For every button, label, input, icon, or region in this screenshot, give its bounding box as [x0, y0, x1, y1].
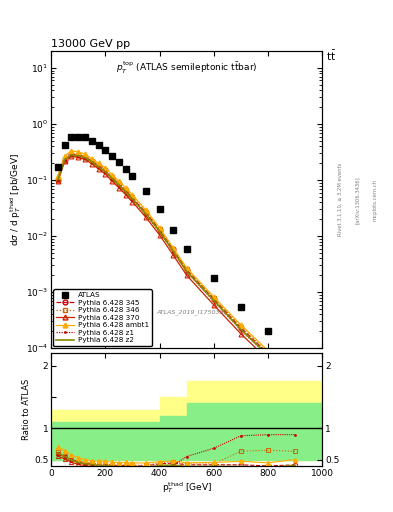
Y-axis label: d$\sigma$ / d p$_T^{\rm thad}$ [pb/GeV]: d$\sigma$ / d p$_T^{\rm thad}$ [pb/GeV]: [8, 153, 23, 246]
Text: Rivet 3.1.10, ≥ 3.2M events: Rivet 3.1.10, ≥ 3.2M events: [338, 163, 342, 237]
Text: mcplots.cern.ch: mcplots.cern.ch: [373, 179, 378, 221]
Legend: ATLAS, Pythia 6.428 345, Pythia 6.428 346, Pythia 6.428 370, Pythia 6.428 ambt1,: ATLAS, Pythia 6.428 345, Pythia 6.428 34…: [53, 289, 152, 346]
Text: 13000 GeV pp: 13000 GeV pp: [51, 39, 130, 49]
Text: [arXiv:1306.3436]: [arXiv:1306.3436]: [355, 176, 360, 224]
Text: t$\bar{\rm t}$: t$\bar{\rm t}$: [326, 49, 336, 63]
Y-axis label: Ratio to ATLAS: Ratio to ATLAS: [22, 379, 31, 440]
X-axis label: p$_T^{\rm thad}$ [GeV]: p$_T^{\rm thad}$ [GeV]: [162, 480, 212, 496]
Text: ATLAS_2019_I1750330: ATLAS_2019_I1750330: [156, 310, 228, 315]
Text: $p_T^{\rm top}$ (ATLAS semileptonic t$\bar{\rm t}$bar): $p_T^{\rm top}$ (ATLAS semileptonic t$\b…: [116, 60, 257, 76]
